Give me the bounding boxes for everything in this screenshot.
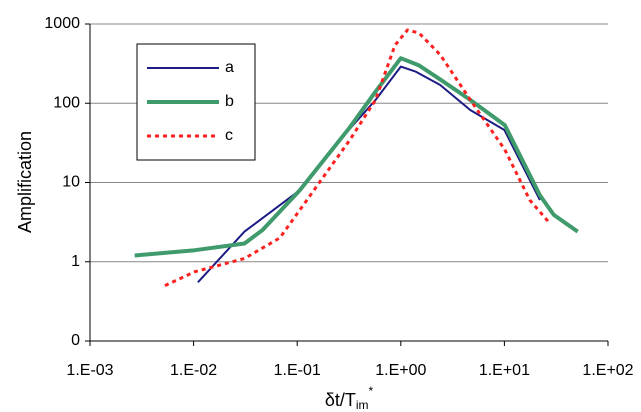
y-tick-label: 10 [62,174,80,191]
x-tick-label: 1.E+02 [582,362,633,379]
x-axis-label-sub: im [356,398,369,412]
x-tick-label: 1.E+01 [479,362,530,379]
y-tick-label: 1 [71,253,80,270]
series-line [134,56,579,258]
x-tick-label: 1.E-03 [66,362,113,379]
x-axis-label-sup: * [369,384,374,398]
legend-label: a [225,59,234,76]
series-line [197,65,541,283]
x-axis-label-main: δt/T [325,390,356,410]
legend-label: c [225,127,233,144]
y-tick-label: 0 [71,332,80,349]
x-tick-label: 1.E-01 [274,362,321,379]
y-tick-label: 1000 [44,15,80,32]
x-tick-label: 1.E+00 [375,362,426,379]
y-axis-label: Amplification [15,131,35,233]
x-tick-label: 1.E-02 [170,362,217,379]
series-line [164,28,550,287]
x-axis-label: δt/Tim* [325,384,374,412]
legend-label: b [225,93,234,110]
y-tick-label: 100 [53,94,80,111]
